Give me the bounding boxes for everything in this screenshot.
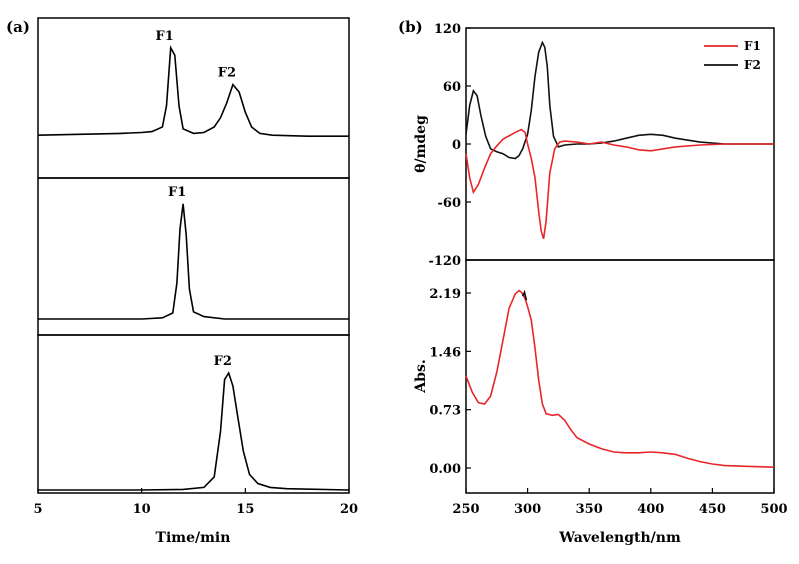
x-axis-label-a: Time/min xyxy=(156,530,231,546)
chromatogram-line-1 xyxy=(37,45,349,137)
x-tick-label: 500 xyxy=(760,502,787,517)
peak-label: F2 xyxy=(218,66,236,81)
x-tick-label: 450 xyxy=(699,502,726,517)
cd-y-axis-label: θ/mdeg xyxy=(413,115,429,173)
abs-plot-frame xyxy=(465,259,775,494)
peak-label: F2 xyxy=(214,354,232,369)
legend-label-f2: F2 xyxy=(744,58,761,72)
cd-y-tick-label: -60 xyxy=(438,196,462,211)
panel-b-label: (b) xyxy=(398,18,423,36)
cd-y-tick-label: 60 xyxy=(443,80,461,95)
x-tick-label: 5 xyxy=(33,502,42,517)
subplot-frame-1 xyxy=(37,17,350,179)
x-tick-label: 400 xyxy=(637,502,664,517)
abs-y-tick-label: 0.00 xyxy=(429,462,461,477)
abs-y-tick-label: 0.73 xyxy=(429,404,461,419)
cd-y-tick-label: 120 xyxy=(434,22,461,37)
abs-series-line-f2 xyxy=(521,289,528,301)
x-tick-label: 250 xyxy=(452,502,479,517)
abs-series-line-f1 xyxy=(465,289,775,468)
cd-y-tick-label: -120 xyxy=(428,254,461,269)
abs-y-axis-label: Abs. xyxy=(413,359,429,393)
chromatogram-lines xyxy=(37,45,350,491)
panel-b: (b) 120 60 0 -60 -120 0.00 0.73 1.46 2.19 250 300 3… xyxy=(398,18,788,546)
abs-y-tick-label: 1.46 xyxy=(429,345,461,360)
cd-series-line-f1 xyxy=(465,128,774,239)
axis-ticks-b: 120 60 0 -60 -120 0.00 0.73 1.46 2.19 250 300 350 40… xyxy=(428,22,787,517)
x-axis-ticks-a: 5 10 15 20 xyxy=(33,488,358,517)
x-tick-label: 300 xyxy=(514,502,541,517)
panel-a: (a) 5 10 15 20 F1 F2 F1 F2 Time/min xyxy=(6,17,358,546)
cd-series-line-f2 xyxy=(465,40,774,160)
cd-y-tick-label: 0 xyxy=(452,138,461,153)
spectra-lines xyxy=(465,40,775,468)
peak-label: F1 xyxy=(156,29,174,44)
chromatogram-line-3 xyxy=(38,371,350,491)
peak-label: F1 xyxy=(168,185,186,200)
x-tick-label: 20 xyxy=(340,502,358,517)
panel-a-label: (a) xyxy=(6,18,30,36)
subplot-frame-3 xyxy=(37,334,350,494)
peak-labels: F1 F2 F1 F2 xyxy=(156,29,236,369)
legend-label-f1: F1 xyxy=(744,39,761,53)
chromatogram-line-2 xyxy=(38,203,349,320)
x-tick-label: 350 xyxy=(576,502,603,517)
x-tick-label: 15 xyxy=(236,502,254,517)
x-tick-label: 10 xyxy=(133,502,151,517)
abs-y-tick-label: 2.19 xyxy=(429,287,461,302)
x-axis-label-b: Wavelength/nm xyxy=(558,530,681,546)
